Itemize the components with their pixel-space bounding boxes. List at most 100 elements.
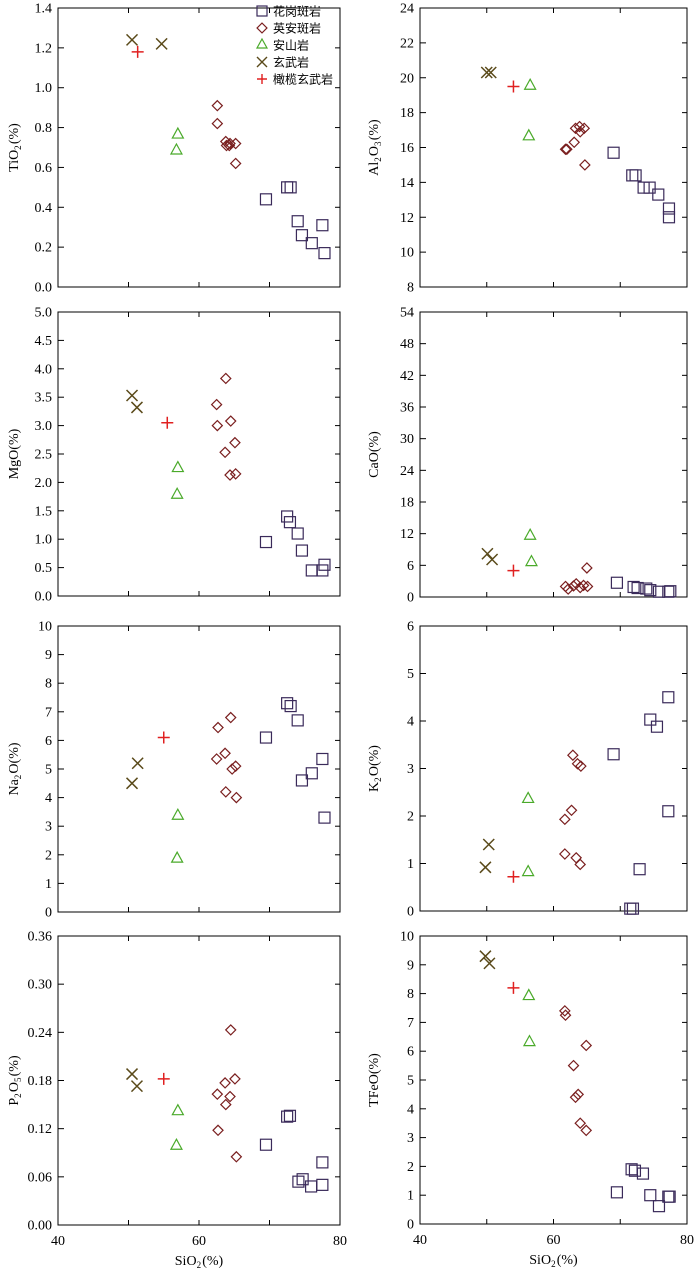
point-dacite: [211, 419, 224, 432]
point-granite: [663, 1190, 676, 1203]
panel-p2o5-marks: 0.00 0.06 0.12 0.18 0.24 0.30 0.36 40 60 80 P2 O5 …: [7, 930, 347, 1271]
point-olivine-basalt: [507, 80, 520, 93]
point-granite: [283, 1109, 297, 1122]
point-granite: [652, 188, 665, 201]
point-basalt: [486, 553, 499, 566]
point-dacite: [569, 1091, 582, 1104]
point-dacite: [224, 415, 237, 427]
y-tick-label: 2.5: [35, 448, 53, 463]
y-tick-label: 4.5: [35, 334, 53, 349]
point-andesite: [523, 77, 537, 90]
y-tick-label: 6: [45, 734, 52, 749]
point-andesite: [524, 554, 538, 567]
point-granite: [318, 811, 331, 824]
y-tick-label: 24: [400, 464, 414, 479]
point-granite: [304, 1180, 318, 1193]
point-dacite: [210, 753, 223, 765]
point-dacite: [212, 1124, 224, 1137]
y-tick-label: 1.2: [35, 41, 53, 56]
point-dacite: [219, 372, 232, 385]
plot-frame: [419, 311, 688, 598]
point-granite: [636, 1167, 650, 1180]
y-tick-label: 1.5: [35, 504, 53, 519]
point-andesite: [171, 126, 185, 139]
legend-label-olivine-basalt: 橄榄玄武岩: [273, 72, 333, 87]
point-granite: [316, 752, 329, 766]
point-dacite: [574, 125, 587, 138]
point-granite: [662, 202, 676, 215]
point-granite: [305, 237, 318, 250]
plot-frame: [419, 7, 688, 288]
y-tick-label: 18: [400, 106, 414, 121]
point-granite: [631, 581, 644, 595]
point-andesite: [171, 460, 185, 473]
point-dacite: [559, 143, 572, 156]
y-tick-label: 0.06: [28, 1170, 53, 1185]
y-tick-label: 1: [45, 877, 52, 892]
point-dacite: [577, 579, 590, 592]
y-tick-label: 0.5: [35, 561, 53, 576]
point-dacite: [226, 763, 238, 775]
plot-frame: [419, 935, 688, 1225]
point-granite: [607, 748, 620, 761]
panel-tfeo-marks: 0 1 2 3 4 5 6 7 8 9 10 40 60 80 TFeO(%) SiO2 (%): [367, 930, 694, 1270]
y-tick-label: 4: [407, 715, 414, 730]
panel-mgo-marks: 0.0 0.5 1.0 1.5 2.0 2.5 3.0 3.5 4.0 4.5 5.0 MgO(%): [7, 306, 341, 605]
point-granite: [628, 1164, 642, 1177]
point-olivine-basalt: [507, 564, 520, 577]
point-granite: [318, 247, 331, 260]
panel-p2o5: 0.00 0.06 0.12 0.18 0.24 0.30 0.36 40 60 80 P2 O5 …: [7, 930, 347, 1271]
point-dacite: [580, 1124, 593, 1137]
point-granite: [259, 1138, 273, 1151]
point-basalt: [155, 37, 168, 50]
point-olivine-basalt: [157, 731, 170, 744]
legend-swatch-basalt: [256, 56, 268, 68]
point-andesite: [523, 527, 537, 540]
point-basalt: [130, 1080, 143, 1093]
point-dacite: [558, 1005, 571, 1017]
y-tick-label: 3: [407, 762, 414, 777]
y-tick-label: 0.12: [28, 1122, 53, 1137]
point-andesite: [521, 864, 535, 877]
panel-al2o3-marks: 8 10 12 14 16 18 20 22 24 Al2 O3 (%): [367, 2, 688, 296]
panel-k2o-marks: 0 1 2 3 4 5 6 K2 O(%): [367, 620, 688, 920]
point-granite: [627, 580, 640, 594]
point-basalt: [130, 401, 143, 414]
point-dacite: [559, 1009, 572, 1022]
y-tick-label: 24: [400, 2, 414, 17]
y-tick-label: 30: [400, 432, 414, 447]
point-dacite: [223, 139, 236, 152]
point-granite: [316, 1156, 329, 1169]
point-andesite: [521, 791, 535, 804]
point-olivine-basalt: [131, 45, 144, 58]
point-granite: [610, 1186, 624, 1199]
point-dacite: [575, 760, 587, 772]
y-axis-label: Al2 O3 (%): [367, 119, 383, 176]
point-dacite: [211, 99, 224, 112]
point-basalt: [484, 66, 497, 79]
x-axis-label: SiO2 (%): [175, 1254, 224, 1270]
point-dacite: [212, 721, 224, 734]
point-dacite: [578, 122, 591, 135]
point-dacite: [569, 122, 582, 135]
y-tick-label: 0: [45, 906, 52, 921]
y-tick-label: 3: [407, 1131, 414, 1146]
y-tick-label: 18: [400, 496, 414, 511]
point-basalt: [483, 957, 496, 970]
y-axis-label: TFeO(%): [367, 1053, 382, 1107]
x-axis-label: SiO2 (%): [529, 1253, 578, 1269]
point-granite: [607, 146, 620, 159]
point-granite: [284, 181, 297, 194]
y-tick-label: 1: [407, 1189, 414, 1204]
y-tick-label: 0.24: [28, 1026, 53, 1041]
y-tick-label: 42: [400, 369, 414, 384]
point-granite: [283, 516, 297, 529]
plot-frame: [57, 311, 341, 597]
panel-cao: 0 6 12 18 24 30 36 42 48 54 CaO(%): [367, 306, 688, 606]
y-tick-label: 0.00: [28, 1219, 53, 1234]
point-dacite: [574, 1117, 587, 1130]
point-granite: [291, 215, 304, 228]
y-tick-label: 0.8: [35, 121, 53, 136]
point-granite: [644, 1189, 657, 1202]
y-tick-label: 6: [407, 1045, 414, 1060]
